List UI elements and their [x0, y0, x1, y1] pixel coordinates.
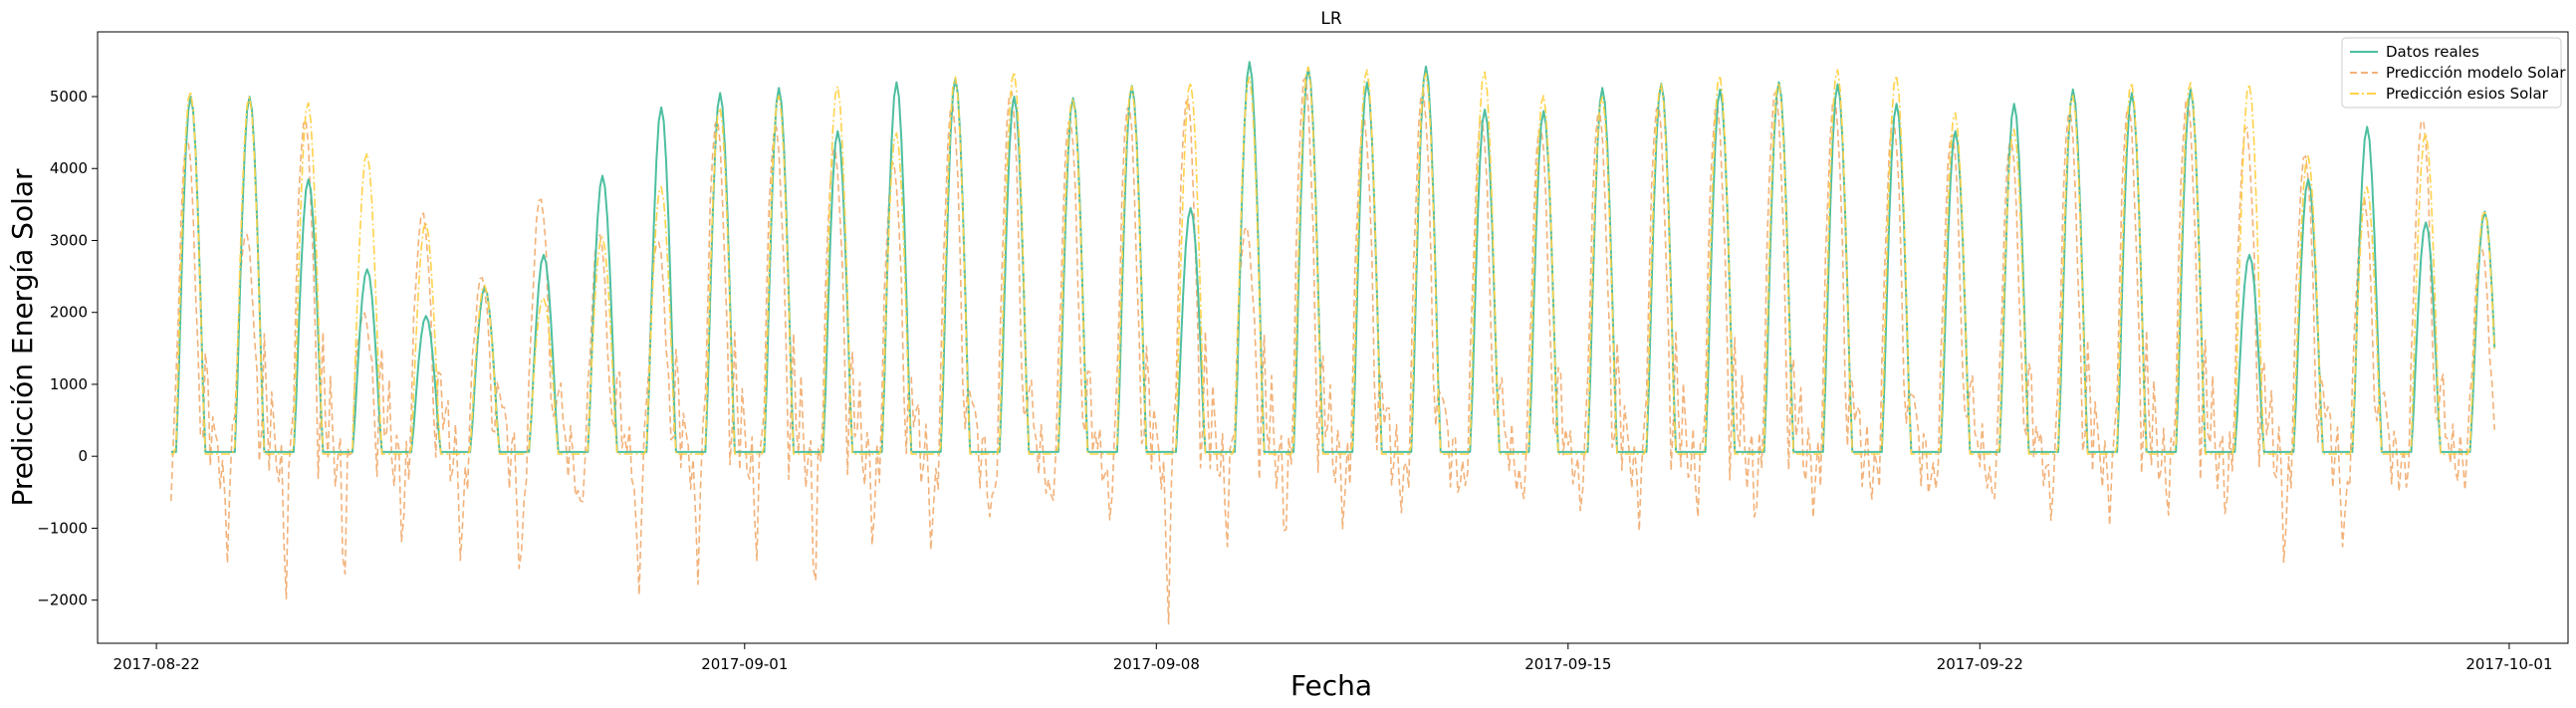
- plot-frame: [97, 31, 2569, 644]
- y-tick-label: −1000: [37, 519, 88, 537]
- x-tick-label: 2017-08-22: [113, 655, 199, 673]
- legend-label: Predicción modelo Solar: [2386, 64, 2566, 82]
- y-tick-label: 3000: [50, 231, 88, 249]
- y-tick-label: 4000: [50, 159, 88, 177]
- legend-label: Predicción esios Solar: [2386, 85, 2549, 103]
- x-axis-title: Fecha: [1290, 669, 1372, 702]
- x-tick-label: 2017-10-01: [2465, 655, 2552, 673]
- y-axis-title: Predicción Energía Solar: [6, 168, 39, 507]
- series-line-prediccion-modelo: [170, 76, 2495, 625]
- y-tick-label: 5000: [50, 88, 88, 106]
- legend: Datos reales Predicción modelo Solar Predi…: [2341, 37, 2566, 109]
- plot-area: 2017-08-22 2017-09-01 2017-09-08 2017-09-15…: [37, 31, 2569, 673]
- chart-title: LR: [1320, 9, 1341, 29]
- legend-box: [2341, 37, 2562, 109]
- y-tick-label: 1000: [50, 375, 88, 393]
- x-tick-label: 2017-09-01: [701, 655, 788, 673]
- x-tick-label: 2017-09-08: [1113, 655, 1200, 673]
- y-axis-ticks: −2000 −1000 0 1000 2000 3000 4000 5000: [37, 88, 98, 609]
- legend-label: Datos reales: [2386, 43, 2479, 61]
- y-tick-label: 2000: [50, 304, 88, 322]
- x-tick-label: 2017-09-22: [1937, 655, 2023, 673]
- x-axis-ticks: 2017-08-22 2017-09-01 2017-09-08 2017-09-15…: [113, 643, 2553, 673]
- y-tick-label: 0: [78, 447, 88, 465]
- y-tick-label: −2000: [37, 591, 88, 609]
- x-tick-label: 2017-09-15: [1524, 655, 1611, 673]
- series-layer: [170, 61, 2496, 625]
- series-line-datos-reales: [170, 61, 2496, 453]
- series-line-prediccion-esios: [170, 66, 2495, 455]
